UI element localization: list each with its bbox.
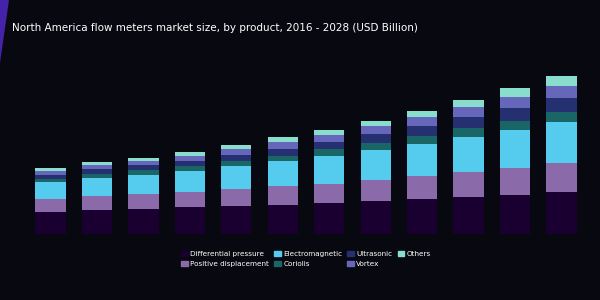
Bar xyxy=(175,166,205,171)
Bar xyxy=(268,205,298,234)
Bar xyxy=(547,163,577,192)
Bar xyxy=(361,143,391,150)
Bar xyxy=(361,121,391,126)
Bar xyxy=(361,150,391,180)
Bar xyxy=(268,148,298,156)
Bar xyxy=(314,135,344,142)
Bar xyxy=(268,161,298,186)
Bar xyxy=(128,158,158,161)
Bar xyxy=(547,192,577,234)
Bar xyxy=(221,145,251,149)
Bar xyxy=(82,178,112,196)
Bar xyxy=(454,197,484,234)
Bar xyxy=(454,100,484,107)
Bar xyxy=(221,155,251,161)
Bar xyxy=(128,170,158,175)
Bar xyxy=(454,172,484,197)
Bar xyxy=(35,199,65,211)
Bar xyxy=(314,156,344,184)
Bar xyxy=(454,107,484,117)
Bar xyxy=(82,210,112,234)
Bar xyxy=(454,137,484,172)
Bar xyxy=(314,184,344,203)
Legend: Differential pressure, Positive displacement, Electromagnetic, Coriolis, Ultraso: Differential pressure, Positive displace… xyxy=(181,251,431,267)
Bar xyxy=(500,108,530,121)
Bar xyxy=(35,168,65,171)
Bar xyxy=(547,122,577,163)
Bar xyxy=(221,206,251,234)
Bar xyxy=(268,186,298,205)
Bar xyxy=(82,174,112,178)
Bar xyxy=(128,175,158,194)
Bar xyxy=(128,194,158,209)
Bar xyxy=(547,76,577,86)
Bar xyxy=(454,117,484,128)
Bar xyxy=(175,160,205,166)
Bar xyxy=(35,175,65,179)
Bar xyxy=(361,180,391,201)
Bar xyxy=(268,137,298,142)
Bar xyxy=(361,126,391,134)
Bar xyxy=(500,97,530,108)
Bar xyxy=(82,196,112,210)
Bar xyxy=(407,199,437,234)
Bar xyxy=(547,98,577,112)
Bar xyxy=(500,88,530,97)
Bar xyxy=(268,142,298,148)
Bar xyxy=(35,179,65,182)
Bar xyxy=(35,182,65,199)
Bar xyxy=(221,161,251,166)
Bar xyxy=(82,169,112,174)
Polygon shape xyxy=(0,0,9,63)
Bar xyxy=(314,142,344,149)
Bar xyxy=(547,85,577,98)
Bar xyxy=(175,171,205,192)
Bar xyxy=(35,212,65,234)
Bar xyxy=(221,149,251,155)
Text: North America flow meters market size, by product, 2016 - 2028 (USD Billion): North America flow meters market size, b… xyxy=(12,23,418,33)
Bar xyxy=(500,167,530,195)
Bar xyxy=(128,165,158,170)
Bar xyxy=(82,162,112,165)
Bar xyxy=(500,195,530,234)
Bar xyxy=(361,201,391,234)
Bar xyxy=(128,161,158,165)
Bar xyxy=(35,171,65,175)
Bar xyxy=(268,156,298,161)
Bar xyxy=(547,112,577,122)
Bar xyxy=(175,152,205,156)
Bar xyxy=(175,207,205,234)
Bar xyxy=(128,209,158,234)
Bar xyxy=(407,111,437,117)
Bar xyxy=(82,165,112,169)
Bar xyxy=(361,134,391,143)
Bar xyxy=(407,136,437,144)
Bar xyxy=(407,144,437,176)
Bar xyxy=(500,130,530,167)
Bar xyxy=(314,149,344,156)
Bar xyxy=(454,128,484,137)
Bar xyxy=(407,176,437,199)
Bar xyxy=(500,121,530,130)
Bar xyxy=(175,156,205,161)
Bar xyxy=(221,189,251,206)
Bar xyxy=(407,126,437,136)
Bar xyxy=(407,117,437,126)
Bar xyxy=(175,192,205,207)
Bar xyxy=(314,203,344,234)
Bar xyxy=(221,166,251,189)
Bar xyxy=(314,130,344,135)
